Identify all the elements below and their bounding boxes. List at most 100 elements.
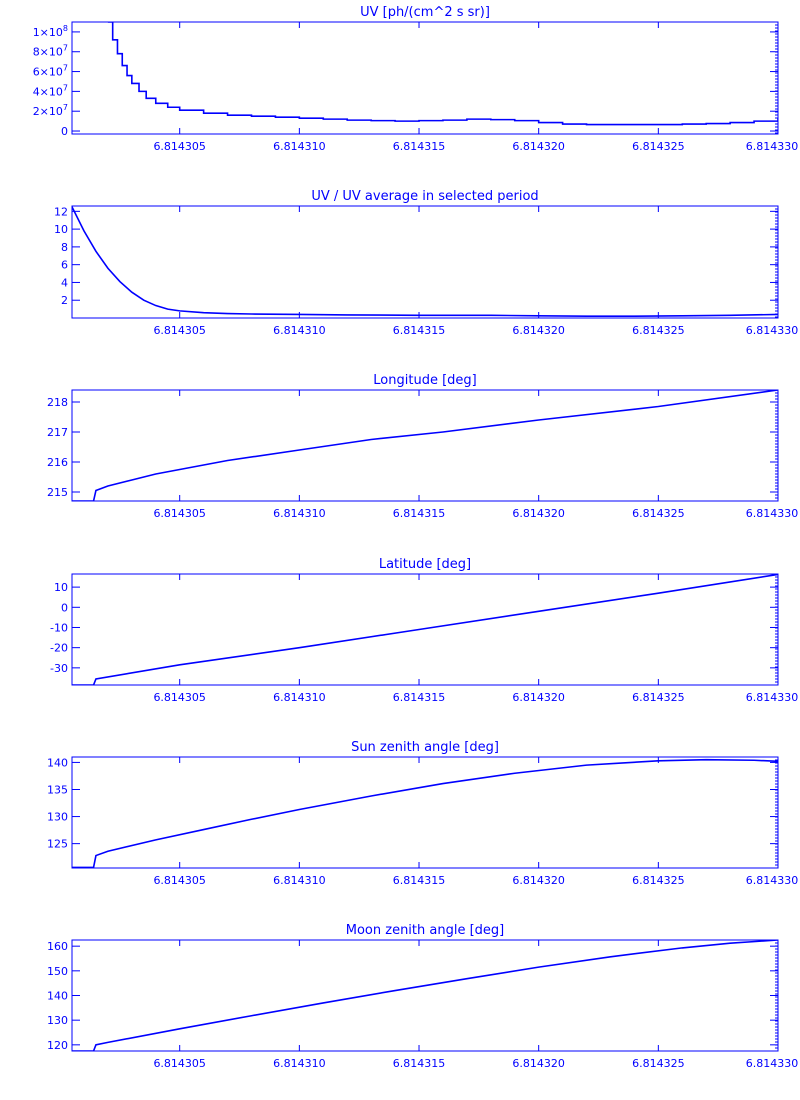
x-tick-label: 6.814330 bbox=[746, 1057, 799, 1070]
y-tick-label: 1×108 bbox=[33, 24, 68, 39]
x-tick-label: 6.814310 bbox=[273, 324, 326, 337]
y-tick-label: 120 bbox=[47, 1039, 68, 1052]
plot-frame bbox=[71, 573, 779, 686]
x-tick-label: 6.814315 bbox=[393, 1057, 446, 1070]
chart-panel-4: Latitude [deg] 6.814305 6.814310 6.814315 6.… bbox=[50, 557, 798, 704]
y-tick-label: 218 bbox=[47, 396, 68, 409]
y-tick-label: -30 bbox=[50, 662, 68, 675]
plot-frame bbox=[71, 21, 779, 135]
x-tick-label: 6.814315 bbox=[393, 507, 446, 520]
series-line-1 bbox=[107, 22, 778, 126]
x-tick-label: 6.814325 bbox=[632, 507, 685, 520]
chart-title: UV / UV average in selected period bbox=[311, 189, 538, 204]
y-tick-label: -10 bbox=[50, 621, 68, 634]
y-tick-label: 160 bbox=[47, 940, 68, 953]
x-tick-label: 6.814315 bbox=[393, 874, 446, 887]
y-tick-label: 130 bbox=[47, 811, 68, 824]
x-tick-label: 6.814330 bbox=[746, 691, 799, 704]
chart-title: Longitude [deg] bbox=[373, 373, 476, 388]
x-tick-label: 6.814325 bbox=[632, 691, 685, 704]
y-tick-label: 8×107 bbox=[33, 44, 68, 59]
y-tick-label-base: 0 bbox=[61, 125, 68, 138]
y-tick-label: 4×107 bbox=[33, 83, 68, 98]
x-tick-label: 6.814315 bbox=[393, 324, 446, 337]
x-tick-label: 6.814310 bbox=[273, 874, 326, 887]
y-tick-label: 4 bbox=[61, 276, 68, 289]
y-tick-label: 12 bbox=[54, 205, 68, 218]
x-tick-label: 6.814330 bbox=[746, 324, 799, 337]
y-tick-label-exponent: 7 bbox=[63, 64, 68, 73]
y-tick-label: 2×107 bbox=[33, 103, 68, 118]
y-tick-label: 135 bbox=[47, 783, 68, 796]
y-tick-label: 2 bbox=[61, 294, 68, 307]
y-tick-label: 6 bbox=[61, 259, 68, 272]
x-tick-label: 6.814315 bbox=[393, 691, 446, 704]
x-tick-label: 6.814325 bbox=[632, 140, 685, 153]
y-tick-label: 150 bbox=[47, 965, 68, 978]
plot-frame bbox=[71, 389, 779, 502]
y-tick-label: 217 bbox=[47, 426, 68, 439]
y-tick-label-exponent: 8 bbox=[63, 24, 68, 33]
y-tick-label-base: 8×10 bbox=[33, 46, 63, 59]
y-tick-label: 10 bbox=[54, 223, 68, 236]
right-minor-ticks bbox=[775, 759, 778, 866]
x-tick-label: 6.814305 bbox=[153, 507, 206, 520]
series-line-1 bbox=[72, 206, 778, 318]
y-tick-label: 130 bbox=[47, 1014, 68, 1027]
x-tick-label: 6.814320 bbox=[512, 874, 565, 887]
y-tick-label-exponent: 7 bbox=[63, 44, 68, 53]
y-tick-label-base: 2×10 bbox=[33, 105, 63, 118]
chart-panel-3: Longitude [deg] 6.814305 6.814310 6.814315 6… bbox=[47, 373, 798, 520]
x-tick-label: 6.814320 bbox=[512, 324, 565, 337]
chart-panel-2: UV / UV average in selected period 6.8143… bbox=[54, 189, 798, 337]
x-tick-label: 6.814325 bbox=[632, 324, 685, 337]
x-tick-label: 6.814305 bbox=[153, 1057, 206, 1070]
right-minor-ticks bbox=[775, 942, 778, 1049]
x-tick-label: 6.814305 bbox=[153, 324, 206, 337]
chart-title: Sun zenith angle [deg] bbox=[351, 740, 499, 755]
x-tick-label: 6.814320 bbox=[512, 691, 565, 704]
y-tick-label: 6×107 bbox=[33, 64, 68, 79]
x-tick-label: 6.814320 bbox=[512, 1057, 565, 1070]
chart-panel-1: UV [ph/(cm^2 s sr)] 6.814305 6.814310 6.814… bbox=[33, 5, 799, 153]
x-tick-label: 6.814325 bbox=[632, 874, 685, 887]
series-line-1 bbox=[72, 758, 778, 868]
x-tick-label: 6.814310 bbox=[273, 140, 326, 153]
x-tick-label: 6.814330 bbox=[746, 140, 799, 153]
y-tick-label: 215 bbox=[47, 486, 68, 499]
x-tick-label: 6.814330 bbox=[746, 874, 799, 887]
y-tick-label: 140 bbox=[47, 756, 68, 769]
y-tick-label: 10 bbox=[54, 581, 68, 594]
plot-frame bbox=[71, 205, 779, 319]
x-tick-label: 6.814320 bbox=[512, 140, 565, 153]
series-line-1 bbox=[72, 574, 778, 685]
x-tick-label: 6.814320 bbox=[512, 507, 565, 520]
y-tick-label: 0 bbox=[61, 601, 68, 614]
y-tick-label-exponent: 7 bbox=[63, 83, 68, 92]
x-tick-label: 6.814310 bbox=[273, 691, 326, 704]
x-tick-label: 6.814305 bbox=[153, 691, 206, 704]
plot-frame bbox=[71, 756, 779, 869]
right-minor-ticks bbox=[775, 208, 778, 318]
x-tick-label: 6.814310 bbox=[273, 1057, 326, 1070]
right-minor-ticks bbox=[775, 24, 778, 134]
chart-title: Latitude [deg] bbox=[379, 557, 471, 572]
x-tick-label: 6.814325 bbox=[632, 1057, 685, 1070]
chart-title: UV [ph/(cm^2 s sr)] bbox=[360, 5, 490, 20]
chart-title: Moon zenith angle [deg] bbox=[346, 923, 504, 938]
y-tick-label: 216 bbox=[47, 456, 68, 469]
y-tick-label-base: 1×10 bbox=[33, 26, 63, 39]
y-tick-label: 140 bbox=[47, 990, 68, 1003]
series-line-1 bbox=[72, 940, 778, 1051]
chart-panel-6: Moon zenith angle [deg] 6.814305 6.814310 6… bbox=[47, 923, 798, 1070]
series-line-1 bbox=[72, 390, 778, 501]
y-tick-label-exponent: 7 bbox=[63, 103, 68, 112]
right-minor-ticks bbox=[775, 392, 778, 499]
x-tick-label: 6.814305 bbox=[153, 874, 206, 887]
y-tick-label: 125 bbox=[47, 838, 68, 851]
x-tick-label: 6.814310 bbox=[273, 507, 326, 520]
y-tick-label: -20 bbox=[50, 642, 68, 655]
y-tick-label: 8 bbox=[61, 241, 68, 254]
y-tick-label-base: 4×10 bbox=[33, 85, 63, 98]
